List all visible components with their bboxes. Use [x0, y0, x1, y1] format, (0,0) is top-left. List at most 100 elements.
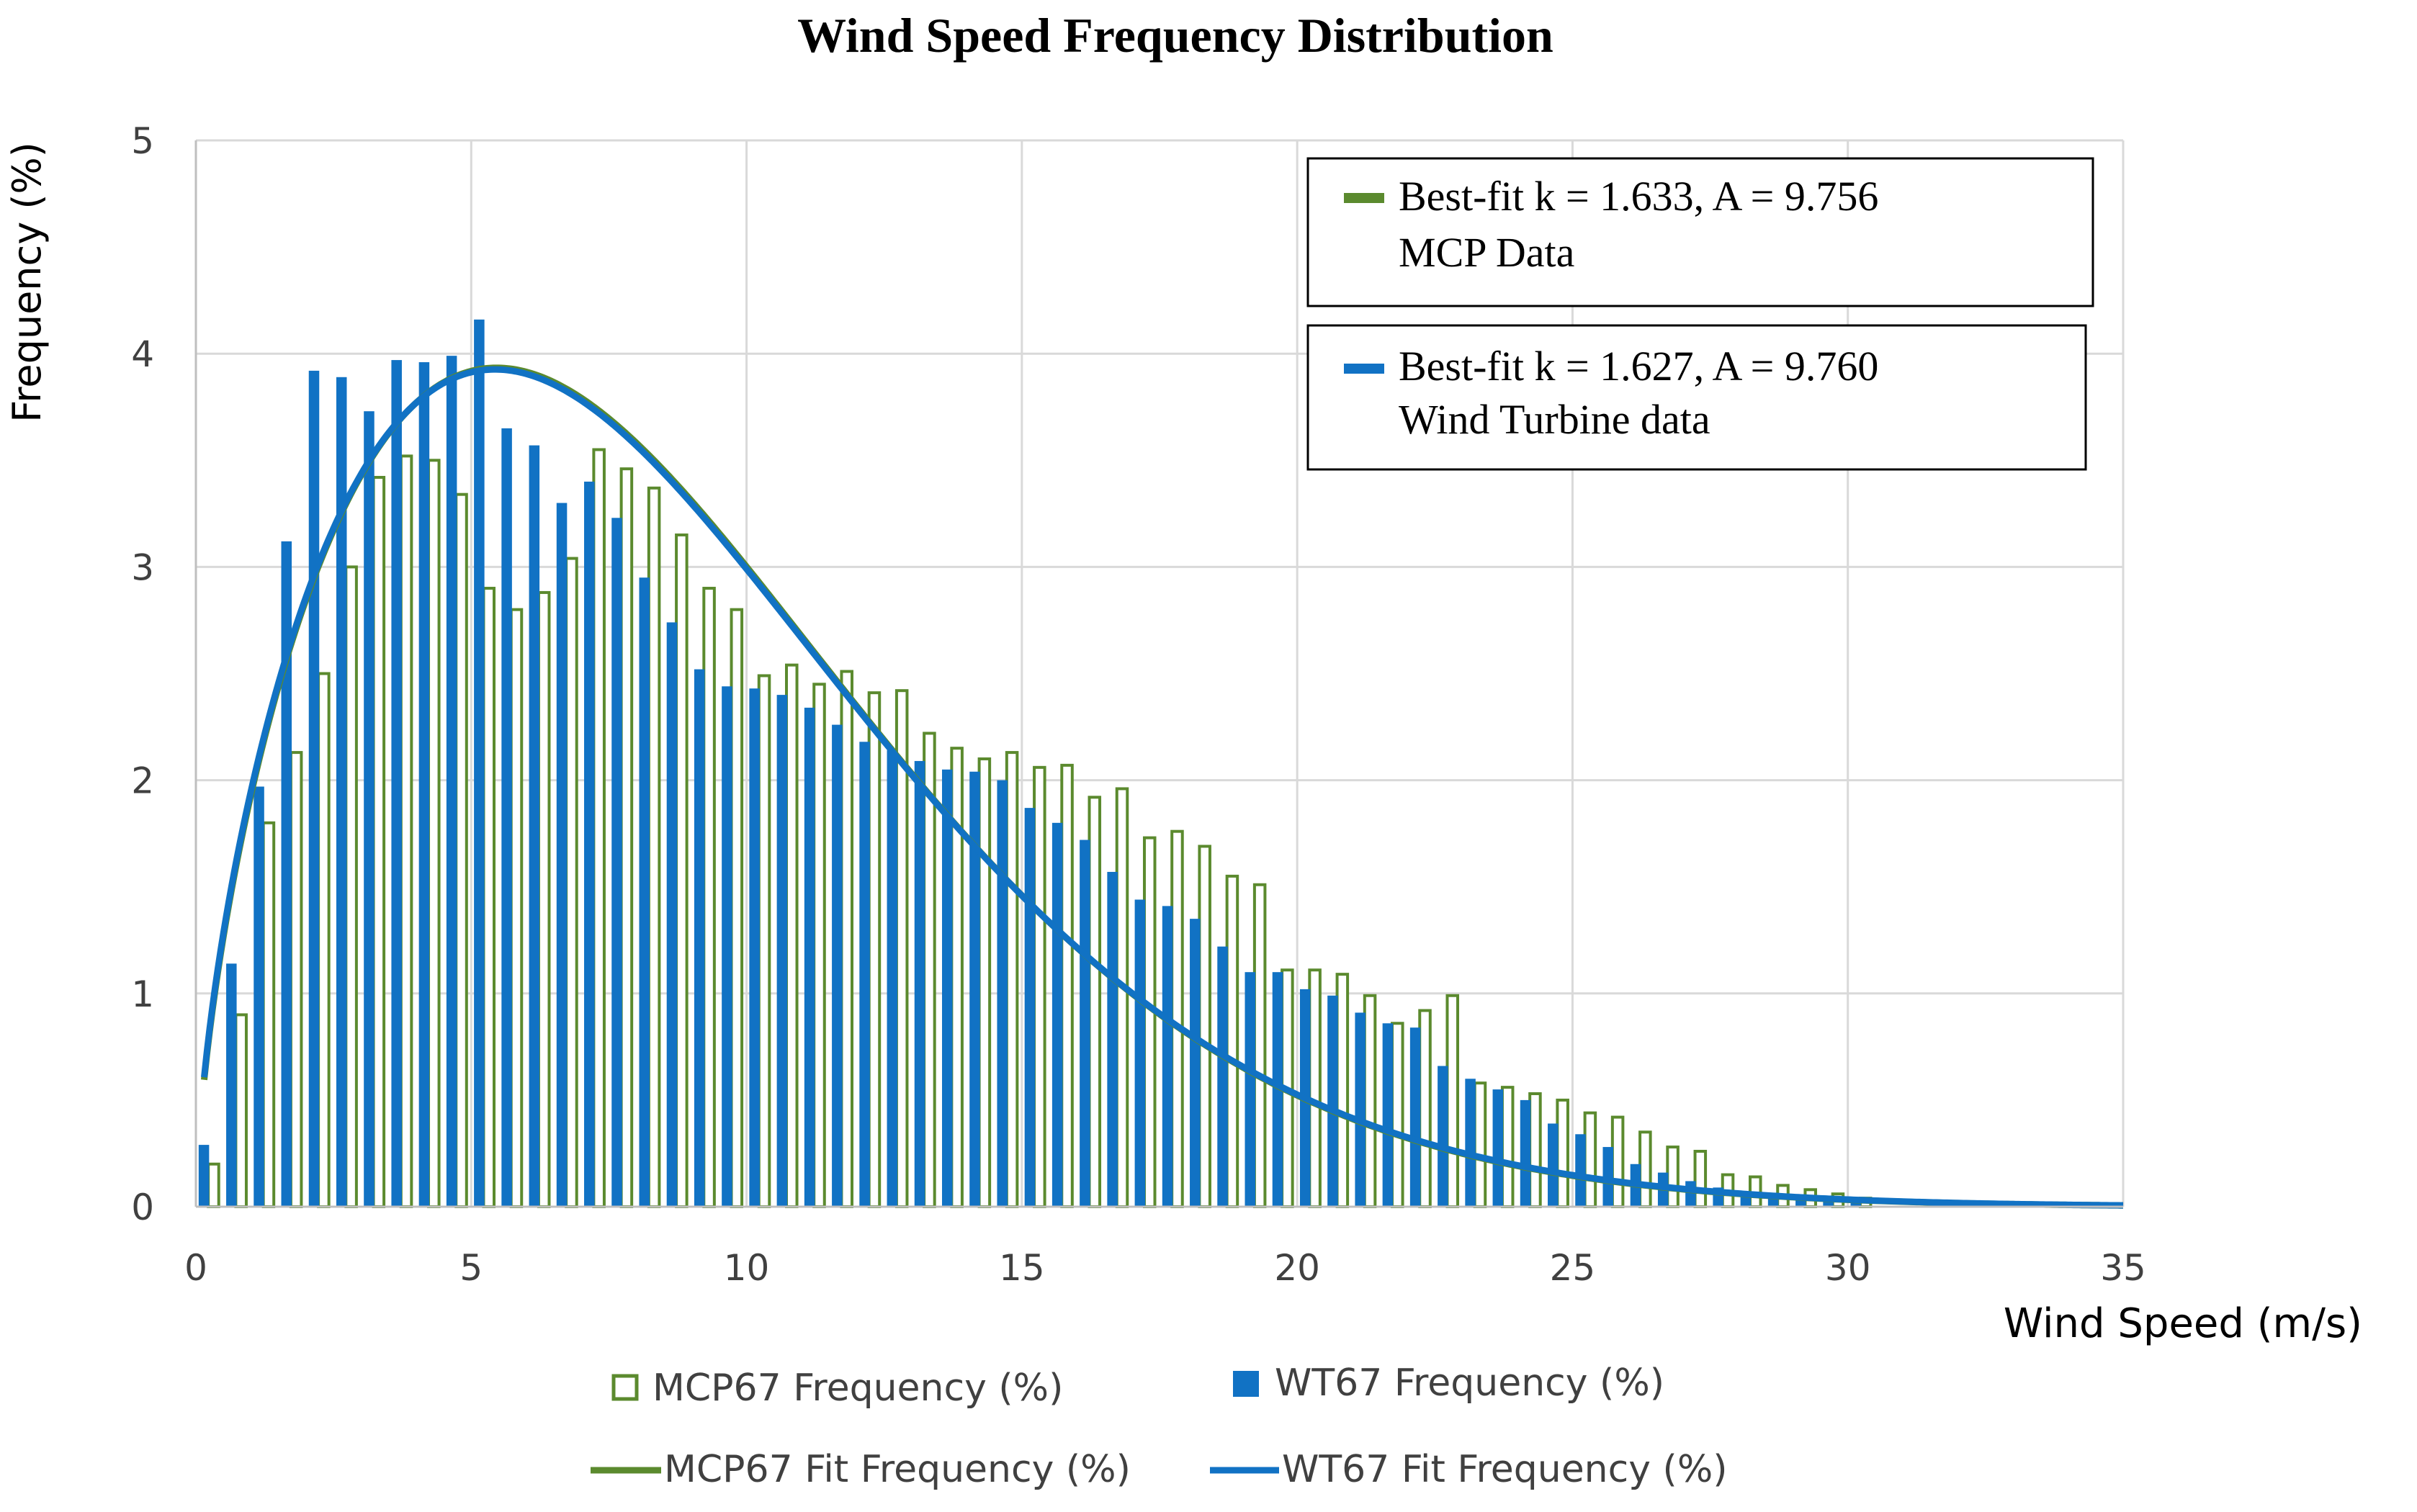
wt-frequency-bar [254, 786, 264, 1207]
wt-frequency-bar [611, 518, 622, 1207]
mcp-frequency-bar [289, 751, 303, 1208]
mcp-frequency-bar [565, 557, 578, 1208]
wt-frequency-bar [722, 686, 732, 1207]
wt-frequency-bar [694, 669, 705, 1207]
annotation-mcp-fit-text: Best-fit k = 1.633, A = 9.756 [1399, 173, 1878, 220]
mcp-frequency-bar [950, 747, 964, 1209]
mcp-frequency-bar [1252, 883, 1267, 1209]
mcp-frequency-bar [234, 1013, 248, 1209]
wt-frequency-bar [832, 724, 843, 1207]
wt-frequency-bar [749, 688, 760, 1207]
legend-wt-fit-label: WT67 Fit Frequency (%) [1282, 1448, 1728, 1491]
mcp-frequency-bar [785, 663, 799, 1208]
wt-frequency-bar [1327, 995, 1338, 1207]
mcp-frequency-bar [427, 459, 441, 1208]
annotation-box-wt: Best-fit k = 1.627, A = 9.760 Wind Turbi… [1306, 324, 2087, 471]
wt-frequency-bar [969, 771, 980, 1207]
wt-frequency-bar [1492, 1089, 1504, 1207]
mcp-frequency-bar [1198, 845, 1211, 1208]
wt-fit-curve [200, 366, 2124, 1209]
x-tick-label: 10 [724, 1247, 770, 1289]
mcp-frequency-bar [1005, 751, 1019, 1208]
mcp-frequency-bar [1060, 763, 1074, 1208]
legend-wt-frequency-label: WT67 Frequency (%) [1275, 1362, 1664, 1405]
wt-frequency-bar [1024, 808, 1036, 1207]
wt-frequency-bar [1438, 1066, 1448, 1207]
wt-frequency-bar [859, 742, 870, 1207]
mcp-frequency-bar [537, 590, 551, 1208]
wt-frequency-bar [1245, 972, 1256, 1207]
y-tick-label: 2 [131, 760, 154, 802]
legend-mcp-fit-label: MCP67 Fit Frequency (%) [664, 1448, 1131, 1491]
gridlines [196, 139, 2125, 1207]
x-tick-label: 0 [184, 1247, 207, 1289]
wt-frequency-bar [418, 362, 430, 1207]
wt-frequency-bar [1217, 946, 1228, 1207]
wt-frequency-bar [1409, 1027, 1421, 1207]
x-tick-label: 20 [1274, 1247, 1320, 1289]
wt-bar-series [198, 319, 1862, 1207]
mcp-frequency-bar [509, 608, 524, 1208]
wt-frequency-bar [391, 360, 402, 1207]
wt-frequency-bar [308, 370, 320, 1207]
wt-frequency-bar [776, 695, 788, 1207]
y-tick-label: 4 [131, 333, 154, 375]
wt-frequency-bar [1520, 1099, 1531, 1207]
mcp-frequency-bar [261, 821, 276, 1208]
mcp-frequency-bar [1363, 994, 1377, 1208]
mcp-frequency-bar [1583, 1111, 1597, 1208]
mcp-frequency-bar [399, 454, 413, 1208]
wt-frequency-bar [556, 503, 568, 1207]
mcp-frequency-bar [647, 486, 661, 1208]
mcp-frequency-bar [1225, 874, 1239, 1208]
fit-lines [200, 364, 2124, 1209]
mcp-frequency-bar [482, 587, 496, 1208]
x-tick-label: 15 [999, 1247, 1045, 1289]
annotation-wt-source-text: Wind Turbine data [1399, 396, 1710, 443]
y-tick-label: 3 [131, 546, 154, 588]
wt-frequency-bar [997, 780, 1008, 1207]
x-tick-label: 5 [459, 1247, 483, 1289]
mcp-frequency-bar [1335, 973, 1350, 1208]
legend-mcp-bar-swatch [611, 1374, 639, 1401]
axes [194, 140, 2123, 1208]
chart-title: Wind Speed Frequency Distribution [797, 8, 1553, 63]
wt-frequency-bar [336, 377, 347, 1207]
wt-frequency-bar [1162, 906, 1173, 1207]
wt-frequency-bar [1850, 1202, 1862, 1207]
y-tick-label: 0 [131, 1187, 154, 1228]
mcp-frequency-bar [1693, 1149, 1708, 1209]
mcp-frequency-bar [1556, 1098, 1569, 1209]
legend-wt-bar-swatch [1233, 1371, 1259, 1397]
wt-frequency-bar [198, 1145, 210, 1207]
mcp-frequency-bar [1170, 829, 1184, 1208]
legend-item-mcp-frequency: MCP67 Frequency (%) [611, 1367, 1063, 1410]
wt-frequency-bar [1575, 1134, 1586, 1207]
wt-frequency-bar [474, 319, 485, 1207]
legend-item-wt-fit: WT67 Fit Frequency (%) [1210, 1448, 1728, 1491]
mcp-frequency-bar [730, 608, 744, 1208]
mcp-frequency-bar [1033, 765, 1046, 1208]
wt-frequency-bar [804, 707, 815, 1207]
wt-frequency-bar [1465, 1079, 1476, 1207]
mcp-frequency-bar [1391, 1022, 1404, 1208]
annotation-box-wt-frame [1306, 324, 2087, 471]
wt-frequency-bar [1548, 1123, 1559, 1207]
mcp-frequency-bar [344, 565, 358, 1208]
wt-frequency-bar [914, 760, 925, 1207]
mcp-frequency-bar [1528, 1092, 1542, 1209]
mcp-frequency-bar [592, 448, 606, 1208]
mcp-frequency-bar [1115, 787, 1129, 1208]
annotation-box-mcp: Best-fit k = 1.633, A = 9.756 MCP Data [1306, 157, 2094, 307]
annotation-wt-fit-text: Best-fit k = 1.627, A = 9.760 [1399, 343, 1878, 390]
annotation-mcp-source-text: MCP Data [1399, 229, 1574, 276]
wt-frequency-bar [639, 577, 650, 1207]
wt-frequency-bar [364, 411, 375, 1207]
wt-frequency-bar [446, 356, 457, 1207]
y-axis-label: Frequency (%) [4, 142, 50, 423]
mcp-frequency-bar [1308, 968, 1322, 1209]
mcp-frequency-bar [1142, 836, 1157, 1208]
mcp-frequency-bar [977, 757, 992, 1208]
wt-frequency-bar [1051, 822, 1063, 1207]
